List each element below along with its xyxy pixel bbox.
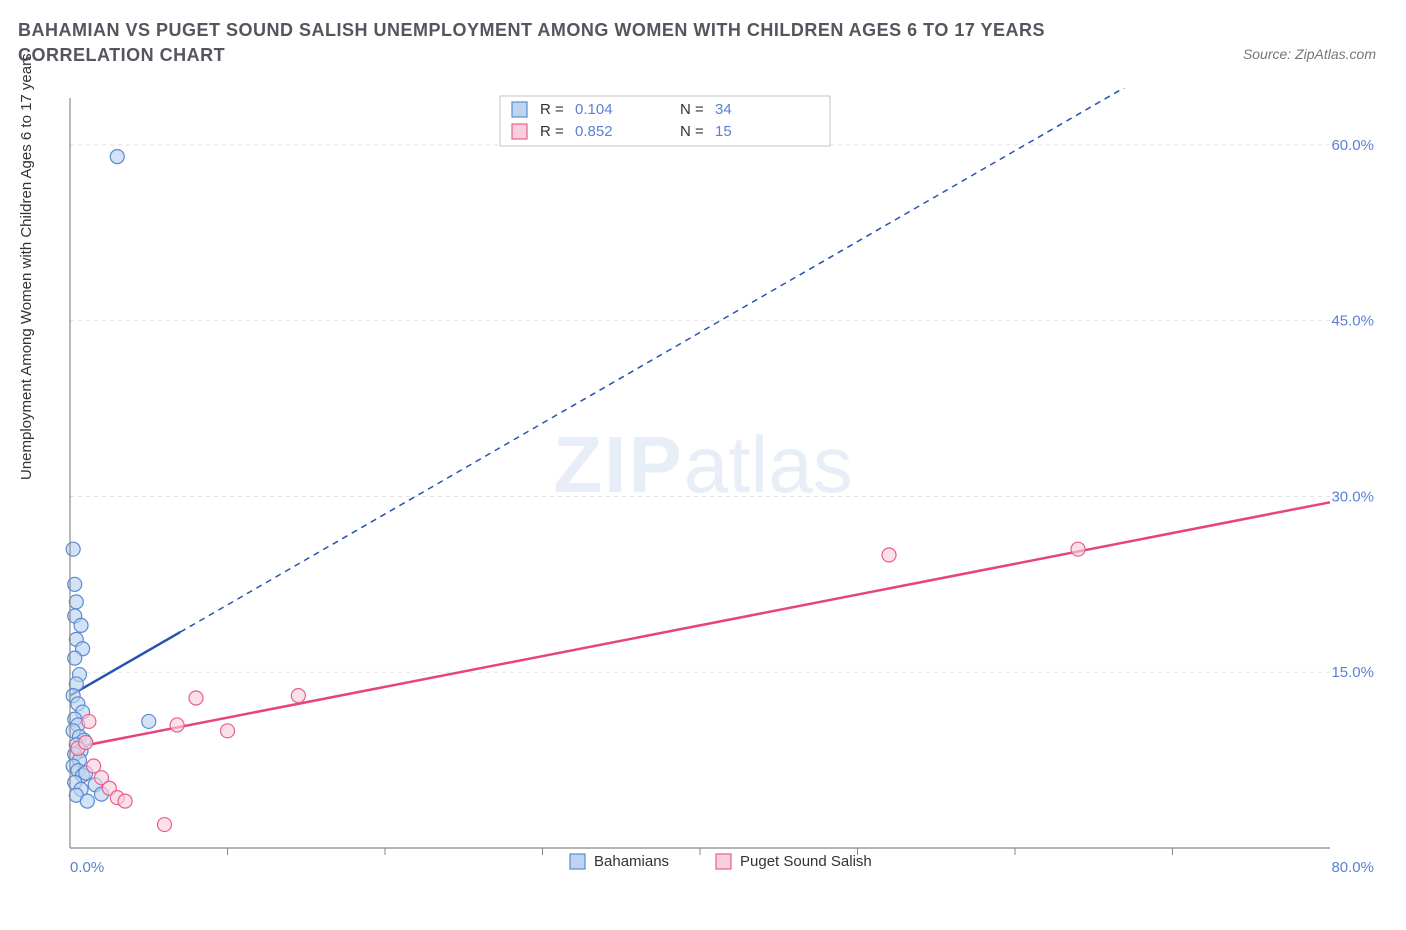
scatter-chart: 15.0% 30.0% 45.0% 60.0% 0.0% 80.0% R = 0.104 N =… — [50, 88, 1380, 878]
svg-text:0.852: 0.852 — [575, 123, 613, 140]
svg-text:Bahamians: Bahamians — [594, 853, 669, 870]
svg-text:0.104: 0.104 — [575, 101, 613, 118]
svg-text:60.0%: 60.0% — [1331, 137, 1374, 154]
svg-text:80.0%: 80.0% — [1331, 859, 1374, 876]
svg-text:15.0%: 15.0% — [1331, 664, 1374, 681]
svg-text:Puget Sound Salish: Puget Sound Salish — [740, 853, 872, 870]
svg-text:N =: N = — [680, 101, 704, 118]
svg-text:45.0%: 45.0% — [1331, 313, 1374, 330]
svg-text:R =: R = — [540, 123, 564, 140]
chart-title: BAHAMIAN VS PUGET SOUND SALISH UNEMPLOYM… — [18, 18, 1118, 68]
source-label: Source: ZipAtlas.com — [1243, 46, 1376, 62]
y-axis-label: Unemployment Among Women with Children A… — [18, 53, 35, 480]
svg-text:30.0%: 30.0% — [1331, 488, 1374, 505]
svg-text:N =: N = — [680, 123, 704, 140]
svg-text:15: 15 — [715, 123, 732, 140]
svg-text:R =: R = — [540, 101, 564, 118]
svg-text:34: 34 — [715, 101, 732, 118]
svg-text:0.0%: 0.0% — [70, 859, 104, 876]
